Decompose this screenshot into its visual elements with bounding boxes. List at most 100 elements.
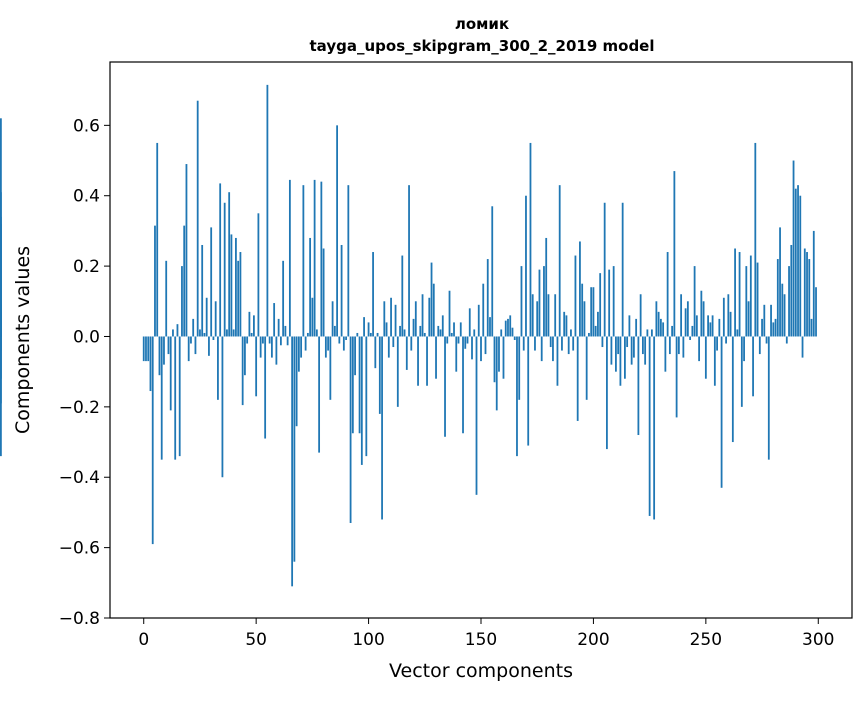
bar (628, 315, 631, 337)
bar (394, 304, 397, 337)
bar (792, 160, 795, 337)
bar (610, 336, 613, 365)
bar (509, 315, 512, 337)
bar (803, 248, 806, 337)
bar (567, 336, 570, 355)
bar (185, 164, 188, 337)
bar (432, 283, 435, 337)
bar (293, 336, 296, 562)
bar (594, 325, 597, 337)
bar (536, 301, 539, 337)
bar (671, 325, 674, 337)
bar (163, 336, 165, 365)
bar (336, 125, 338, 337)
bar (525, 195, 527, 337)
bar (641, 336, 644, 355)
bar (376, 332, 379, 337)
bar (603, 202, 606, 337)
bar (529, 142, 532, 337)
bar (619, 336, 622, 386)
bar (500, 329, 503, 337)
bar (462, 336, 464, 434)
bar (246, 336, 249, 344)
bar (513, 336, 516, 340)
y-tick-label: −0.6 (59, 539, 100, 559)
bar (340, 244, 343, 337)
bar (187, 336, 190, 362)
bar (502, 336, 505, 379)
bar (624, 336, 626, 379)
x-tick-label: 0 (138, 630, 149, 650)
bar (412, 318, 415, 337)
bar (617, 336, 620, 355)
bar (646, 329, 649, 337)
bar (401, 255, 404, 337)
bar (369, 332, 372, 337)
bar (758, 336, 761, 355)
bar (549, 336, 552, 348)
bar (650, 329, 653, 337)
bar (531, 294, 534, 337)
bar (761, 318, 763, 337)
bar (644, 336, 647, 365)
x-tick-label: 300 (802, 630, 834, 650)
bar (160, 336, 163, 460)
bar (320, 181, 323, 337)
x-tick-label: 200 (577, 630, 609, 650)
bar (668, 336, 671, 355)
bar (718, 318, 721, 337)
bar (459, 322, 462, 337)
bar (808, 259, 811, 337)
bar (358, 336, 361, 434)
y-axis-label: Components values (12, 246, 34, 434)
bar (693, 266, 696, 337)
bar (318, 336, 321, 453)
bar (495, 336, 498, 411)
bar (455, 336, 458, 372)
bar (345, 336, 347, 340)
bar (592, 287, 595, 337)
bars-group (0, 84, 817, 587)
bar (329, 336, 332, 400)
bar (738, 252, 741, 337)
bar (0, 118, 2, 337)
y-tick-label: −0.2 (59, 398, 100, 418)
bar (300, 336, 303, 358)
bar (788, 266, 790, 337)
y-tick-label: 0.0 (73, 327, 100, 347)
bar (477, 304, 480, 337)
bar (756, 262, 759, 337)
bar (232, 329, 235, 337)
bar (338, 336, 341, 344)
bar (237, 260, 240, 337)
bar (199, 329, 201, 337)
bar (673, 171, 676, 337)
bar (205, 297, 208, 337)
bar (776, 259, 779, 337)
bar (639, 294, 642, 337)
bar (810, 318, 813, 337)
bar (363, 317, 365, 337)
chart-title: ломик (455, 15, 509, 33)
y-axis: −0.8 −0.6 −0.4 −0.2 0.0 0.2 0.4 0.6 (59, 116, 110, 629)
bar (702, 301, 705, 337)
bar (453, 322, 455, 337)
bar (448, 290, 451, 337)
y-tick-label: −0.4 (59, 468, 100, 488)
bar (480, 336, 482, 362)
bar (367, 322, 370, 337)
bar (770, 304, 772, 337)
bar (599, 273, 602, 337)
bar (554, 294, 557, 337)
bar (169, 336, 172, 411)
bar (561, 336, 563, 351)
bar (259, 336, 262, 358)
bar (466, 336, 469, 344)
bar (812, 230, 815, 337)
bar (450, 332, 453, 337)
bar (543, 266, 545, 337)
bar (331, 301, 334, 337)
bar (194, 336, 197, 355)
bar (659, 318, 662, 337)
bar (482, 283, 485, 337)
